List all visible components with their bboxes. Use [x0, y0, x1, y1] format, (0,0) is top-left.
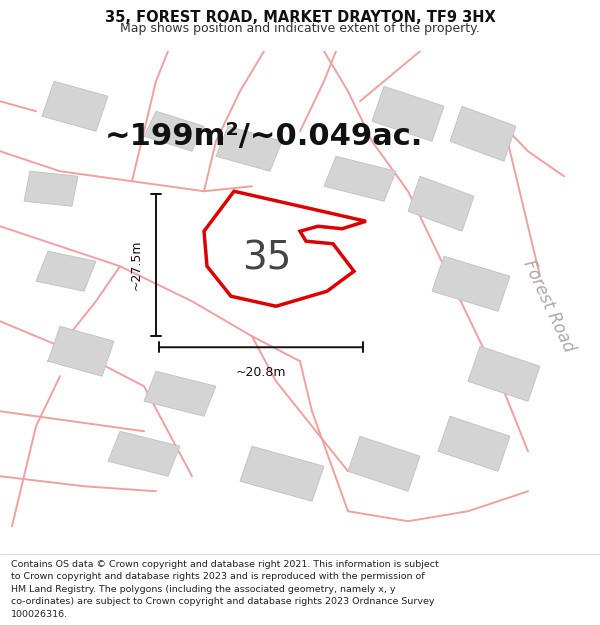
- Text: ~20.8m: ~20.8m: [236, 366, 286, 379]
- Text: Forest Road: Forest Road: [520, 258, 578, 355]
- Text: 100026316.: 100026316.: [11, 609, 68, 619]
- Polygon shape: [270, 241, 336, 281]
- Text: to Crown copyright and database rights 2023 and is reproduced with the permissio: to Crown copyright and database rights 2…: [11, 572, 424, 581]
- Polygon shape: [48, 326, 114, 376]
- Text: 35, FOREST ROAD, MARKET DRAYTON, TF9 3HX: 35, FOREST ROAD, MARKET DRAYTON, TF9 3HX: [104, 10, 496, 25]
- Text: co-ordinates) are subject to Crown copyright and database rights 2023 Ordnance S: co-ordinates) are subject to Crown copyr…: [11, 598, 434, 606]
- Polygon shape: [438, 416, 510, 471]
- Text: ~199m²/~0.049ac.: ~199m²/~0.049ac.: [105, 122, 423, 151]
- Polygon shape: [108, 431, 180, 476]
- Polygon shape: [324, 156, 396, 201]
- Polygon shape: [468, 346, 540, 401]
- Polygon shape: [204, 191, 366, 306]
- Text: 35: 35: [242, 240, 292, 278]
- Polygon shape: [348, 436, 420, 491]
- Polygon shape: [42, 81, 108, 131]
- Polygon shape: [36, 251, 96, 291]
- Polygon shape: [144, 111, 204, 151]
- Polygon shape: [408, 176, 474, 231]
- Polygon shape: [144, 371, 216, 416]
- Text: HM Land Registry. The polygons (including the associated geometry, namely x, y: HM Land Registry. The polygons (includin…: [11, 585, 395, 594]
- Polygon shape: [216, 126, 282, 171]
- Polygon shape: [450, 106, 516, 161]
- Polygon shape: [240, 446, 324, 501]
- Polygon shape: [432, 256, 510, 311]
- Polygon shape: [372, 86, 444, 141]
- Text: Map shows position and indicative extent of the property.: Map shows position and indicative extent…: [120, 22, 480, 35]
- Text: Contains OS data © Crown copyright and database right 2021. This information is : Contains OS data © Crown copyright and d…: [11, 560, 439, 569]
- Polygon shape: [24, 171, 78, 206]
- Text: ~27.5m: ~27.5m: [130, 240, 143, 290]
